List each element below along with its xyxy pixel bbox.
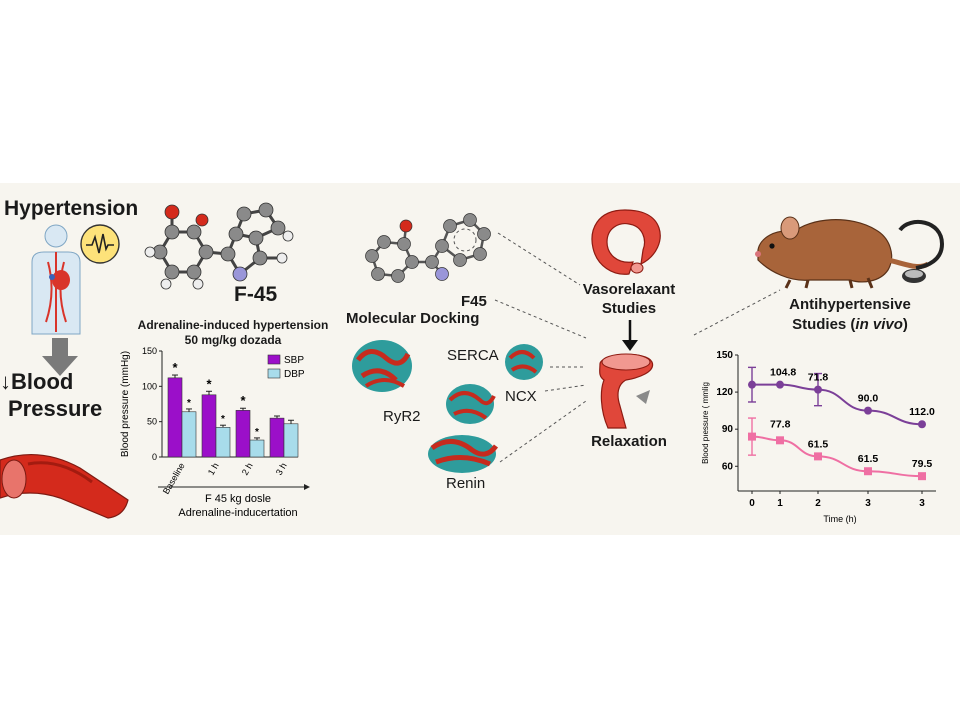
y-axis-label: Blood pıessure ( mmlig xyxy=(701,382,710,464)
bar-dbp xyxy=(215,427,231,458)
data-point xyxy=(814,452,822,461)
antihyp-title-italic: in vivo xyxy=(855,316,903,333)
down-arrow-glyph: ↓ xyxy=(0,369,11,394)
blood-vessel-icon xyxy=(0,453,129,519)
data-label: 104.8 xyxy=(770,367,796,379)
significance-marker: * xyxy=(255,427,259,438)
y-tick-label: 60 xyxy=(722,461,734,472)
target-ncx: NCX xyxy=(505,388,537,405)
aortic-ring-icon xyxy=(591,209,661,275)
target-ryr2: RyR2 xyxy=(383,408,421,425)
data-label: 79.5 xyxy=(912,458,933,470)
f45-docking-molecule xyxy=(365,213,491,283)
x-tick-label: 3 xyxy=(865,498,871,509)
vaso-title-line2: Studies xyxy=(601,300,657,317)
x-tick-label: 1 xyxy=(777,498,783,509)
x-axis-label-line1: F 45 kg dosle xyxy=(205,493,271,505)
x-tick-label: 0 xyxy=(749,498,755,509)
serca-protein-icon xyxy=(505,344,543,380)
data-label: 71.8 xyxy=(808,372,829,384)
protein-structures xyxy=(352,340,543,473)
antihyp-title-line1: Antihypertensive xyxy=(789,296,911,313)
blood-label: Blood xyxy=(11,369,74,394)
y-tick-label: 90 xyxy=(722,424,734,435)
data-label: 112.0 xyxy=(909,406,935,418)
bar-dbp xyxy=(249,439,265,458)
data-point xyxy=(748,380,756,389)
hypertension-title: Hypertension xyxy=(4,197,139,220)
antihyp-title-prefix: Studies ( xyxy=(792,316,856,333)
data-point xyxy=(748,432,756,441)
data-point xyxy=(776,380,784,389)
x-tick-label: 3 xyxy=(919,498,925,509)
y-axis-label: Blood pressure (mmHg) xyxy=(120,351,131,457)
legend-label-dbp: DBP xyxy=(284,369,305,380)
x-axis-label: Time (h) xyxy=(823,514,856,524)
legend-label-sbp: SBP xyxy=(284,355,304,366)
antihyp-title-suffix: ) xyxy=(902,316,908,333)
data-label: 77.8 xyxy=(770,419,791,431)
legend-swatch-sbp xyxy=(267,354,281,365)
down-arrow-icon xyxy=(622,320,638,351)
line-chart: 60 90 120 150 0 1 2 3 3 Time (h) Blood pıessure ( … xyxy=(701,350,936,524)
docking-title-line2: Molecular Docking xyxy=(346,310,480,327)
y-tick-label: 50 xyxy=(147,417,157,427)
data-point xyxy=(814,385,822,394)
target-serca: SERCA xyxy=(447,347,499,364)
y-tick-label: 150 xyxy=(142,346,157,356)
significance-marker: * xyxy=(172,360,178,375)
antihyp-title-line2: Studies (in vivo) xyxy=(792,316,908,333)
target-renin: Renin xyxy=(446,475,486,492)
human-body-icon xyxy=(31,224,120,335)
bar-chart-title-line2: 50 mg/kg dozada xyxy=(184,333,282,347)
significance-marker: * xyxy=(187,398,191,409)
legend-swatch-dbp xyxy=(267,368,281,379)
pressure-label: Pressure xyxy=(8,396,103,421)
f45-molecule-structure xyxy=(144,202,294,290)
data-point xyxy=(918,420,926,429)
data-point xyxy=(776,436,784,445)
bar-chart-title-line1: Adrenaline-induced hypertension xyxy=(137,318,329,332)
bar-dbp xyxy=(283,423,299,458)
y-tick-label: 150 xyxy=(716,350,733,361)
blood-pressure-label: ↓Blood xyxy=(0,369,73,395)
significance-marker: * xyxy=(240,393,246,408)
data-label: 61.5 xyxy=(858,453,879,465)
data-point xyxy=(864,406,872,415)
data-point xyxy=(918,472,926,481)
compound-name: F-45 xyxy=(234,283,278,306)
docking-title-line1: F45 xyxy=(461,293,487,310)
relaxation-label: Relaxation xyxy=(591,433,667,450)
y-tick-label: 0 xyxy=(152,452,157,462)
ryr2-protein-icon xyxy=(352,340,412,392)
x-axis-arrowhead xyxy=(304,484,310,490)
renin-protein-icon xyxy=(428,435,499,473)
x-axis-label-line2: Adrenaline-inducertation xyxy=(178,507,297,519)
data-label: 90.0 xyxy=(858,393,879,405)
vaso-title-line1: Vasorelaxant xyxy=(582,281,676,298)
data-label: 61.5 xyxy=(808,438,829,450)
data-point xyxy=(864,467,872,476)
rat-icon xyxy=(755,216,945,289)
x-tick-label: 2 xyxy=(815,498,821,509)
relaxed-vessel-icon xyxy=(599,353,654,429)
y-tick-label: 100 xyxy=(142,381,157,391)
down-arrow-icon xyxy=(42,338,78,376)
ncx-protein-icon xyxy=(446,384,496,424)
y-tick-label: 120 xyxy=(716,387,733,398)
significance-marker: * xyxy=(221,414,225,425)
significance-marker: * xyxy=(206,376,212,391)
